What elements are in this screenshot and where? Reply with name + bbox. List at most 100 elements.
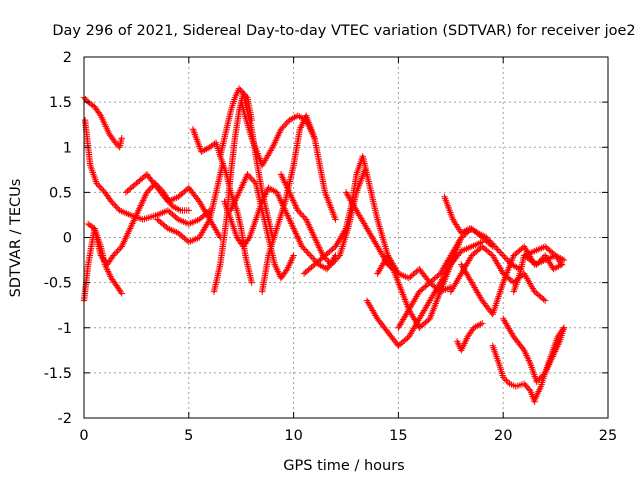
data-point-marker	[115, 246, 123, 253]
data-point-marker	[534, 259, 542, 267]
data-point-marker	[302, 247, 310, 255]
data-point-marker	[298, 243, 306, 250]
data-point-marker	[558, 261, 566, 268]
data-point-marker	[328, 261, 335, 268]
series-track-ab	[520, 243, 568, 264]
data-point-marker	[533, 378, 540, 386]
x-tick-label: 20	[494, 428, 512, 444]
data-point-marker	[307, 252, 314, 259]
data-point-marker	[244, 171, 251, 178]
data-point-marker	[335, 253, 342, 261]
y-tick-label: -2	[58, 411, 72, 427]
data-point-marker	[113, 141, 121, 148]
data-point-marker	[537, 256, 545, 264]
data-point-marker	[118, 290, 125, 297]
data-point-marker	[110, 201, 118, 208]
data-point-marker	[488, 240, 496, 247]
data-point-marker	[245, 235, 252, 243]
y-tick-label: 0.5	[49, 185, 72, 201]
data-point-marker	[251, 178, 258, 186]
data-point-marker	[249, 177, 257, 184]
data-point-marker	[280, 122, 288, 130]
data-point-marker	[245, 172, 253, 180]
data-point-marker	[282, 121, 289, 128]
data-point-marker	[93, 180, 100, 187]
series-track-d	[84, 180, 192, 268]
data-point-marker	[235, 85, 243, 92]
y-tick-labels: 2 1.5 1 0.5 0 -0.5 -1 -1.5 -2	[44, 50, 72, 427]
data-point-marker	[504, 256, 511, 264]
y-tick-label: 1.5	[49, 95, 72, 111]
data-point-marker	[163, 223, 170, 231]
series-track-k	[227, 171, 297, 282]
data-point-marker	[500, 374, 507, 381]
data-point-marker	[330, 258, 338, 265]
data-point-marker	[146, 186, 153, 193]
data-point-marker	[94, 181, 102, 189]
data-point-marker	[248, 279, 255, 286]
data-point-marker	[109, 199, 116, 207]
data-point-marker	[536, 258, 543, 265]
data-point-marker	[498, 250, 506, 258]
data-point-marker	[112, 139, 119, 146]
data-point-marker	[497, 249, 504, 256]
data-point-marker	[108, 198, 115, 205]
data-point-marker	[305, 250, 313, 258]
x-tick-label: 5	[184, 428, 193, 444]
data-point-marker	[332, 216, 339, 223]
series-track-b	[81, 116, 213, 228]
series-track-w	[453, 320, 486, 354]
data-point-marker	[110, 252, 117, 259]
data-point-marker	[97, 184, 104, 192]
data-point-marker	[98, 186, 106, 193]
series-track-x	[489, 342, 538, 405]
data-point-marker	[82, 95, 89, 103]
data-point-marker	[301, 246, 308, 253]
data-point-marker	[484, 235, 492, 243]
series-track-i	[217, 85, 276, 241]
series-track-f	[154, 162, 226, 246]
x-tick-label: 10	[284, 428, 302, 444]
data-point-marker	[494, 246, 501, 253]
y-tick-label: 2	[63, 50, 72, 66]
data-point-marker	[490, 241, 497, 249]
data-point-marker	[294, 207, 301, 214]
data-point-marker	[309, 255, 317, 262]
data-point-marker	[560, 256, 568, 264]
y-tick-label: 0	[63, 231, 72, 247]
data-point-marker	[279, 124, 286, 131]
data-point-marker	[483, 234, 490, 241]
data-point-marker	[500, 252, 507, 259]
axis-ticks	[83, 56, 609, 419]
data-point-marker	[304, 249, 311, 256]
x-tick-labels: 0 5 10 15 20 25	[79, 428, 617, 444]
data-point-marker	[300, 244, 307, 252]
data-point-marker	[308, 253, 315, 261]
data-point-marker	[333, 255, 341, 262]
x-tick-label: 15	[389, 428, 407, 444]
data-point-marker	[297, 210, 304, 217]
data-point-marker	[541, 297, 549, 304]
series-track-y	[500, 315, 568, 386]
data-point-marker	[479, 320, 486, 327]
data-point-marker	[559, 326, 567, 333]
data-point-marker	[329, 259, 336, 267]
data-point-marker	[185, 207, 192, 214]
data-point-marker	[113, 204, 121, 211]
data-point-marker	[560, 324, 568, 331]
series-track-e	[122, 171, 224, 241]
y-tick-label: 1	[63, 140, 72, 156]
x-tick-label: 25	[599, 428, 617, 444]
data-point-marker	[147, 184, 155, 192]
series-track-aa	[510, 252, 566, 295]
data-point-marker	[290, 252, 297, 259]
data-point-marker	[143, 189, 151, 196]
data-point-marker	[277, 126, 285, 133]
series-track-t	[441, 193, 524, 273]
data-point-marker	[504, 378, 512, 386]
data-point-marker	[237, 86, 244, 94]
data-point-marker	[283, 119, 290, 127]
data-point-marker	[323, 256, 331, 264]
data-point-marker	[117, 288, 124, 296]
